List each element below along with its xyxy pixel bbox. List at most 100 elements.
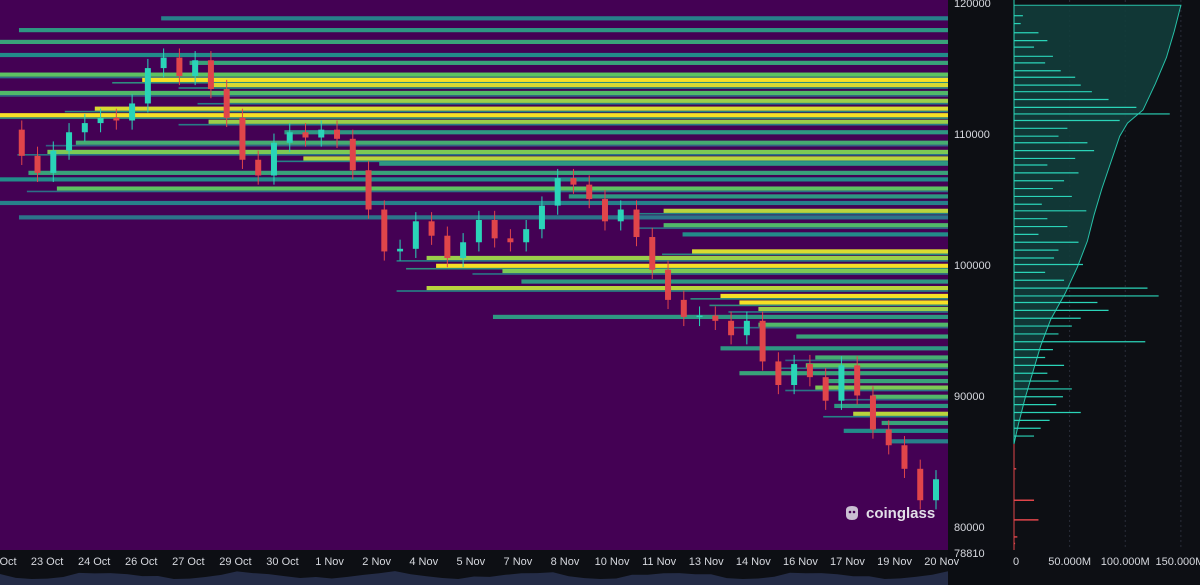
- liquidation-band: [161, 16, 948, 21]
- candle-body: [933, 479, 939, 501]
- liquidation-band: [208, 83, 948, 88]
- candle-body: [601, 199, 608, 222]
- price-tick-label: 90000: [954, 391, 985, 404]
- liquidation-band: [56, 186, 948, 191]
- liquidation-band-fringe: [64, 110, 948, 113]
- liquidation-band: [426, 255, 948, 261]
- liquidation-band: [0, 72, 948, 77]
- candle-body: [759, 320, 766, 362]
- liquidation-band-fringe: [690, 298, 948, 300]
- liquidation-band-fringe: [662, 253, 948, 256]
- liquidation-band: [521, 279, 948, 284]
- liquidation-band: [0, 200, 948, 206]
- liquidation-band: [815, 355, 948, 360]
- candle-body: [81, 123, 88, 133]
- price-tick-label: 110000: [954, 129, 990, 142]
- candle-body: [160, 57, 167, 69]
- liquidation-band: [872, 394, 948, 399]
- candle-body: [901, 445, 908, 469]
- time-tick-label: 23 Oct: [30, 556, 64, 568]
- candle-body: [113, 117, 120, 121]
- candle-body: [791, 364, 798, 385]
- liquidation-band-fringe: [178, 123, 948, 126]
- candle-body: [806, 364, 813, 378]
- liquidation-band-fringe: [785, 359, 948, 362]
- time-tick-label: 1 Nov: [315, 556, 344, 568]
- liquidation-band: [0, 52, 948, 58]
- candle-body: [885, 429, 892, 446]
- candle-body: [696, 315, 703, 318]
- profile-tick-label: 150.000M: [1155, 556, 1200, 568]
- liquidation-band-fringe: [0, 95, 948, 97]
- price-axis: 120000 110000 100000 90000 80000 78810: [948, 0, 1010, 560]
- liquidation-band: [0, 39, 948, 45]
- liquidation-band: [208, 119, 948, 124]
- candle-body: [129, 103, 136, 121]
- candle-body: [97, 117, 104, 124]
- candle-body: [507, 238, 514, 243]
- watermark: coinglass: [842, 503, 935, 523]
- candle-body: [554, 178, 561, 206]
- candle-body: [239, 117, 246, 160]
- volume-minimap-area: [0, 571, 948, 585]
- liquidation-band: [28, 170, 948, 175]
- volume-minimap: [0, 571, 948, 585]
- time-tick-label: 11 Nov: [642, 556, 677, 568]
- candle-body: [286, 132, 293, 143]
- time-tick-label: 13 Nov: [688, 556, 724, 568]
- candle-body: [570, 178, 577, 185]
- liquidation-band: [853, 411, 948, 416]
- candle-body: [743, 320, 750, 336]
- profile-tick-label: 50.000M: [1048, 556, 1092, 568]
- liquidation-band: [0, 90, 948, 96]
- candle-body: [854, 365, 861, 396]
- liquidation-band-fringe: [45, 144, 948, 147]
- candle-body: [349, 138, 356, 171]
- profile-tick-label: 100.000M: [1100, 556, 1150, 568]
- liquidation-band-fringe: [26, 190, 948, 193]
- time-tick-label: 10 Nov: [594, 556, 630, 568]
- liquidation-band: [758, 322, 948, 327]
- liquidation-band-fringe: [396, 260, 948, 262]
- heatmap-svg: [0, 16, 948, 510]
- candle-body: [50, 150, 57, 173]
- time-tick-label: 20 Nov: [924, 556, 960, 568]
- liquidation-band: [142, 77, 948, 82]
- candle-body: [460, 242, 467, 258]
- time-tick-label: 17 Nov: [830, 556, 865, 568]
- liquidation-band: [227, 98, 948, 103]
- liquidation-band-fringe: [0, 117, 948, 119]
- liquidation-band-fringe: [406, 267, 948, 270]
- liquidation-band: [843, 428, 948, 433]
- liquidation-band-fringe: [709, 304, 948, 307]
- liquidation-band-fringe: [17, 154, 948, 156]
- liquidation-band-fringe: [633, 227, 948, 229]
- liquidation-band: [492, 314, 948, 320]
- candle-body: [822, 377, 829, 401]
- candle-body: [475, 220, 482, 243]
- time-tick-label: 2 Nov: [362, 556, 392, 568]
- liquidation-band-fringe: [728, 311, 948, 313]
- candle-body: [34, 155, 41, 173]
- candle-body: [665, 269, 672, 300]
- liquidation-band: [834, 403, 948, 409]
- liquidation-band: [502, 268, 948, 274]
- profile-value-axis: 0 50.000M 100.000M 150.000M: [1010, 550, 1200, 585]
- liquidation-band-fringe: [197, 102, 948, 105]
- liquidation-band: [568, 194, 948, 199]
- heatmap-plot-area[interactable]: coinglass: [0, 0, 948, 550]
- candle-body: [255, 159, 262, 176]
- candle-body: [176, 57, 183, 76]
- candle-body: [712, 315, 719, 321]
- liquidation-band: [284, 130, 948, 135]
- liquidation-band-fringe: [633, 212, 948, 215]
- price-tick-label: 120000: [954, 0, 991, 11]
- time-tick-label: 26 Oct: [125, 556, 158, 568]
- liquidation-band: [891, 439, 948, 444]
- liquidation-band: [692, 249, 948, 254]
- time-tick-label: 29 Oct: [219, 556, 252, 568]
- liquidation-band: [805, 363, 948, 368]
- liquidation-band: [436, 263, 948, 268]
- candle-body: [775, 361, 782, 385]
